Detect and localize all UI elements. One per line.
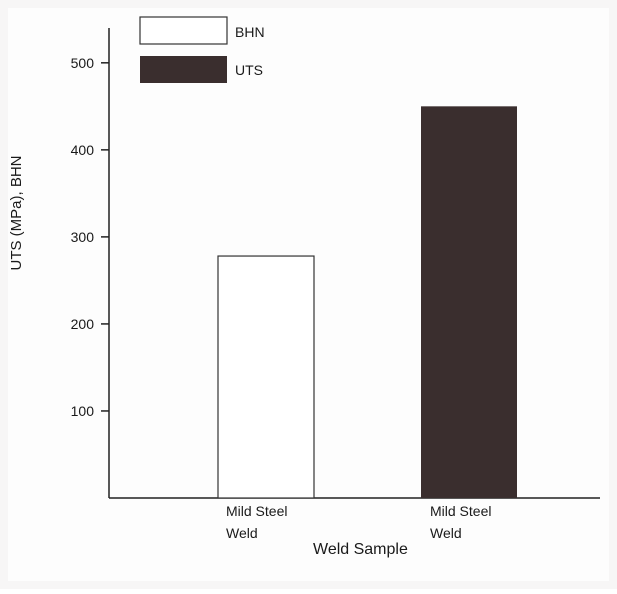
legend-swatch-bhn <box>140 17 227 44</box>
y-tick-label-300: 300 <box>71 229 95 245</box>
category-label-1-line1: Mild Steel <box>226 503 287 519</box>
x-axis-title: Weld Sample <box>313 541 408 558</box>
bar-bhn-1 <box>218 256 314 498</box>
y-axis-title: UTS (MPa), BHN <box>8 155 25 270</box>
bar-uts-2 <box>421 106 517 498</box>
legend-swatch-uts <box>140 56 227 83</box>
legend-label-uts: UTS <box>235 62 263 78</box>
category-label-2-line1: Mild Steel <box>430 503 491 519</box>
category-label-2-line2: Weld <box>430 525 462 541</box>
category-label-1-line2: Weld <box>226 525 258 541</box>
y-tick-label-400: 400 <box>71 142 95 158</box>
y-tick-label-500: 500 <box>71 55 95 71</box>
legend-label-bhn: BHN <box>235 24 265 40</box>
y-tick-label-100: 100 <box>71 403 95 419</box>
y-tick-label-200: 200 <box>71 316 95 332</box>
